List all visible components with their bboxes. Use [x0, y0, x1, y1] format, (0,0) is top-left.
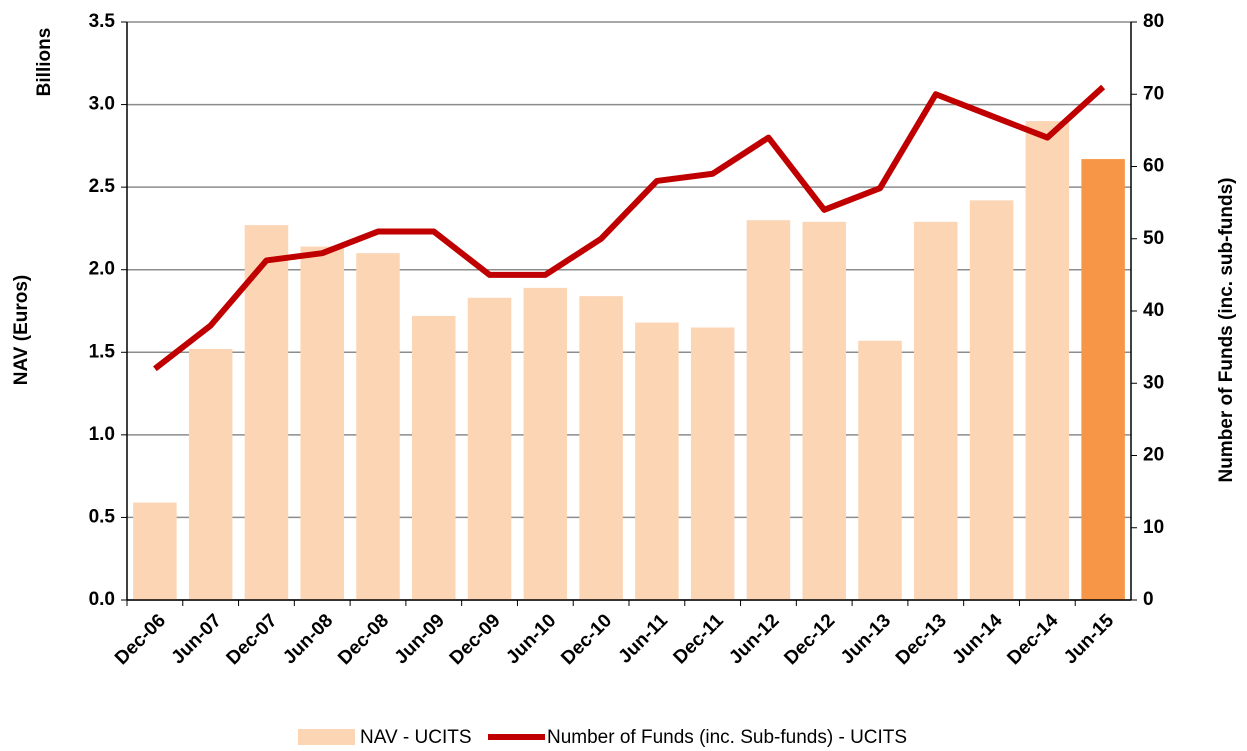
x-tick-label: Jun-13 — [837, 610, 895, 668]
y-tick-label: 3.5 — [89, 11, 116, 32]
bar — [133, 502, 177, 600]
y2-tick-label: 50 — [1143, 228, 1164, 249]
y-unit-label: Billions — [34, 28, 55, 97]
y-tick-label: 0.0 — [89, 589, 115, 610]
bar — [244, 225, 289, 600]
bar — [802, 221, 846, 600]
x-tick-label: Jun-14 — [948, 610, 1006, 668]
bar — [690, 327, 735, 600]
y-tick-label: 2.0 — [89, 259, 115, 280]
y-tick-label: 0.5 — [89, 506, 116, 527]
y2-tick-label: 60 — [1143, 156, 1164, 177]
x-tick-label: Dec-06 — [111, 610, 170, 669]
x-tick-label: Dec-12 — [780, 610, 839, 669]
x-tick-label: Dec-10 — [557, 610, 616, 669]
x-tick-label: Dec-08 — [334, 610, 393, 669]
x-tick-label: Jun-09 — [391, 610, 449, 668]
x-tick-label: Dec-14 — [1003, 610, 1062, 669]
x-tick-label: Jun-07 — [168, 610, 226, 668]
bar — [914, 221, 958, 600]
legend-swatch — [298, 729, 355, 745]
line — [153, 84, 1106, 372]
bar — [579, 296, 623, 600]
x-tick-label: Jun-15 — [1060, 610, 1118, 668]
x-tick-label: Jun-08 — [279, 610, 337, 668]
y-axis-title: NAV (Euros) — [11, 275, 32, 385]
y2-tick-label: 70 — [1143, 83, 1164, 104]
x-tick-label: Jun-12 — [725, 610, 783, 668]
y-tick-label: 3.0 — [89, 94, 115, 115]
x-tick-label: Dec-11 — [670, 610, 728, 668]
y2-tick-label: 30 — [1143, 372, 1164, 393]
y2-tick-label: 80 — [1143, 11, 1164, 32]
bar — [356, 253, 400, 600]
bar — [1025, 121, 1070, 600]
x-tick-label: Dec-13 — [892, 610, 951, 669]
bar — [188, 348, 233, 600]
bar — [1081, 159, 1125, 600]
legend-label: Number of Funds (inc. Sub-funds) - UCITS — [547, 727, 907, 748]
y-tick-label: 1.5 — [89, 341, 116, 362]
bar — [412, 315, 456, 600]
bar — [467, 297, 512, 600]
bar — [858, 340, 902, 600]
x-tick-label: Dec-09 — [446, 610, 505, 669]
x-tick-label: Dec-07 — [223, 610, 282, 669]
x-tick-label: Jun-10 — [502, 610, 560, 668]
bar — [746, 220, 791, 600]
y2-tick-label: 40 — [1143, 300, 1164, 321]
bar — [635, 322, 679, 600]
bar — [523, 287, 568, 600]
y2-tick-label: 10 — [1143, 517, 1164, 538]
y-tick-label: 2.5 — [89, 176, 116, 197]
bar — [969, 200, 1014, 600]
x-tick-label: Jun-11 — [615, 610, 673, 668]
legend-label: NAV - UCITS — [360, 727, 472, 748]
y2-axis-title: Number of Funds (inc. sub-funds) — [1216, 177, 1237, 482]
y2-tick-label: 0 — [1143, 589, 1154, 610]
bar — [300, 246, 344, 600]
y2-tick-label: 20 — [1143, 445, 1164, 466]
y-tick-label: 1.0 — [89, 424, 115, 445]
